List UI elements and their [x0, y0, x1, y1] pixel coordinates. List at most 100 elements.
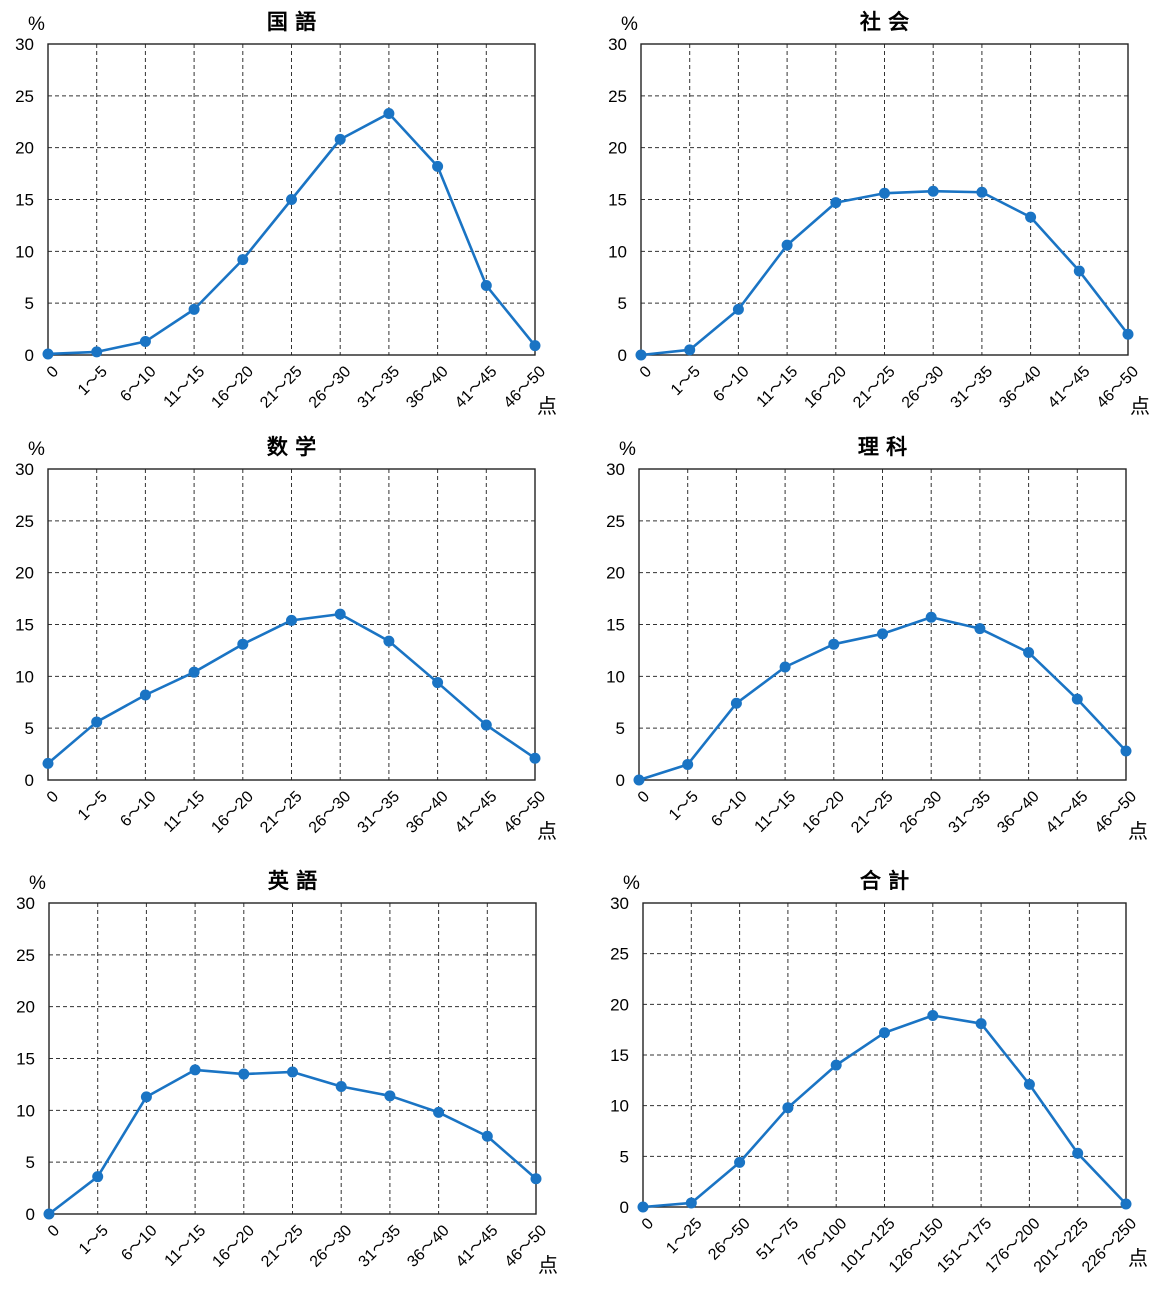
- y-tick-label: 30: [606, 460, 625, 479]
- y-axis-label: %: [623, 873, 640, 894]
- data-point: [480, 280, 492, 292]
- data-point: [635, 349, 647, 361]
- x-tick-label: 0: [635, 788, 653, 806]
- data-point: [927, 1009, 939, 1021]
- x-tick-label: 6～10: [117, 788, 159, 830]
- x-tick-label: 16～20: [208, 363, 257, 412]
- y-tick-label: 25: [606, 512, 625, 531]
- data-point: [1073, 265, 1085, 277]
- x-tick-label: 0: [637, 363, 655, 381]
- plot-frame: [642, 902, 1127, 1208]
- data-point: [139, 336, 151, 348]
- y-tick-label: 30: [15, 460, 34, 479]
- data-point: [927, 185, 939, 197]
- x-tick-label: 11～15: [161, 363, 209, 411]
- x-tick-label: 36～40: [404, 1222, 453, 1271]
- x-tick-label: 1～5: [668, 363, 704, 399]
- data-point: [432, 677, 444, 689]
- x-tick-label: 0: [639, 1215, 657, 1233]
- data-point: [779, 661, 791, 673]
- y-tick-label: 0: [25, 346, 34, 365]
- x-tick-label: 51～75: [754, 1215, 803, 1264]
- data-point: [530, 1173, 542, 1185]
- data-point: [334, 133, 346, 145]
- data-point: [1072, 1147, 1084, 1159]
- data-point: [188, 303, 200, 315]
- x-tick-label: 21～25: [257, 788, 306, 837]
- data-point: [1025, 211, 1037, 223]
- x-tick-label: 11～15: [161, 788, 209, 836]
- y-tick-label: 15: [610, 1046, 629, 1065]
- chart-title: 社 会: [859, 10, 909, 34]
- y-tick-label: 10: [608, 242, 627, 261]
- y-axis-label: %: [619, 439, 636, 460]
- chart-panel: 0 5 10 15 20 25 30% 数 学 0 1～5 6～10 11～15 16～20 21～25 2…: [15, 435, 557, 843]
- plot-frame: [48, 902, 537, 1215]
- y-tick-label: 30: [15, 35, 34, 54]
- x-tick-label: 31～35: [948, 363, 997, 412]
- y-tick-label: 5: [620, 1147, 629, 1166]
- data-point: [974, 623, 986, 635]
- x-tick-label: 26～50: [705, 1215, 754, 1264]
- x-tick-label: 36～40: [403, 788, 452, 837]
- y-axis-label: %: [28, 439, 45, 460]
- data-point: [189, 1064, 201, 1076]
- chart-panel: 0 5 10 15 20 25 30% 英 語 0 1～5 6～10 11～15 16～20 21～25 2…: [16, 869, 558, 1277]
- data-point: [828, 638, 840, 650]
- data-point: [1120, 745, 1132, 757]
- y-tick-label: 10: [606, 667, 625, 686]
- x-tick-label: 1～5: [75, 363, 111, 399]
- y-tick-label: 25: [16, 946, 35, 965]
- y-tick-label: 25: [608, 87, 627, 106]
- y-tick-label: 20: [608, 139, 627, 158]
- x-tick-label: 0: [45, 1222, 63, 1240]
- x-unit-label: 点: [1128, 819, 1148, 843]
- x-tick-label: 26～30: [307, 1222, 356, 1271]
- y-axis-label: %: [28, 14, 45, 35]
- data-point: [730, 697, 742, 709]
- y-tick-label: 10: [15, 667, 34, 686]
- data-point: [383, 107, 395, 119]
- x-tick-label: 16～20: [801, 363, 850, 412]
- x-tick-label: 16～20: [208, 788, 257, 837]
- x-tick-label: 0: [44, 788, 62, 806]
- x-tick-label: 16～20: [209, 1222, 258, 1271]
- x-tick-label: 41～45: [1045, 363, 1094, 412]
- y-tick-label: 5: [26, 1153, 35, 1172]
- x-tick-label: 21～25: [258, 1222, 307, 1271]
- y-axis-label: %: [29, 873, 46, 894]
- x-tick-label: 41～45: [453, 1222, 502, 1271]
- chart-title: 理 科: [858, 435, 907, 459]
- chart-title: 国 語: [267, 10, 316, 34]
- data-point: [139, 689, 151, 701]
- data-point: [684, 344, 696, 356]
- y-tick-label: 0: [25, 771, 34, 790]
- y-tick-label: 0: [26, 1205, 35, 1224]
- x-tick-label: 36～40: [996, 363, 1045, 412]
- y-tick-label: 30: [608, 35, 627, 54]
- y-tick-label: 30: [610, 894, 629, 913]
- chart-title: 合 計: [860, 869, 909, 893]
- data-point: [529, 340, 541, 352]
- data-point: [637, 1201, 649, 1213]
- x-tick-label: 26～30: [306, 363, 355, 412]
- x-tick-label: 6～10: [118, 1222, 160, 1264]
- x-tick-label: 1～25: [663, 1215, 705, 1257]
- plot-frame: [47, 43, 536, 356]
- data-point: [976, 186, 988, 198]
- data-point: [975, 1018, 987, 1030]
- x-tick-label: 1～5: [666, 788, 702, 824]
- data-point: [1023, 646, 1035, 658]
- data-point: [732, 303, 744, 315]
- data-point: [633, 774, 645, 786]
- data-point: [781, 239, 793, 251]
- x-unit-label: 点: [1128, 1246, 1148, 1270]
- x-tick-label: 41～45: [452, 363, 501, 412]
- x-unit-label: 点: [1130, 394, 1150, 418]
- data-point: [92, 1171, 104, 1183]
- x-tick-label: 41～45: [1043, 788, 1092, 837]
- x-tick-label: 11～15: [752, 788, 800, 836]
- x-tick-label: 6～10: [710, 363, 752, 405]
- data-point: [286, 194, 297, 205]
